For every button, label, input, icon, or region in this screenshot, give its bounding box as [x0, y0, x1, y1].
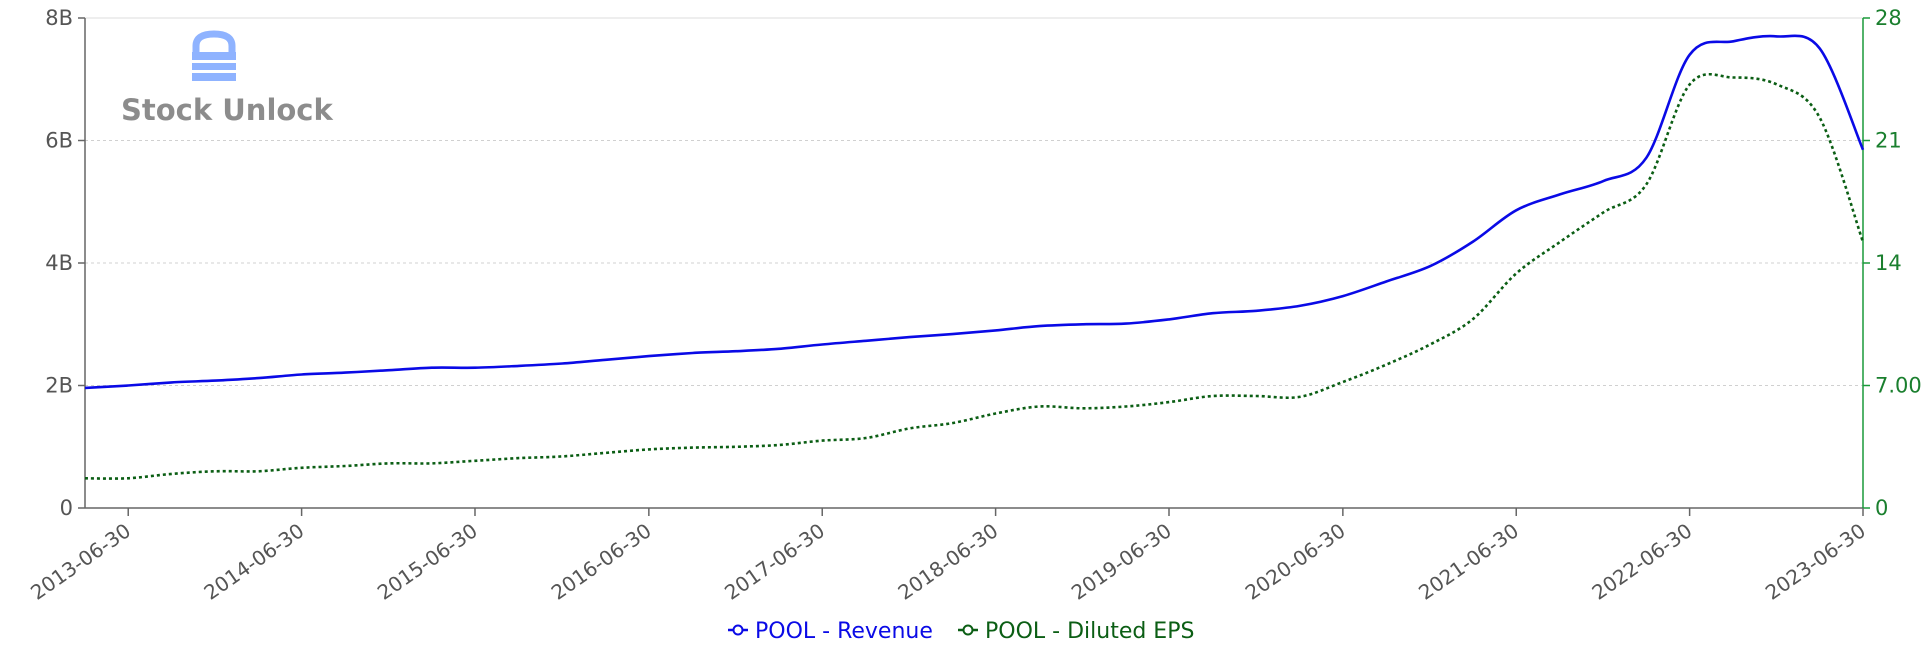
right-tick-label: 21: [1875, 129, 1902, 153]
legend-eps-marker: [962, 624, 974, 636]
x-tick-label: 2018-06-30: [894, 518, 1003, 604]
x-tick-label: 2022-06-30: [1588, 518, 1697, 604]
lock-icon: [192, 30, 236, 81]
right-tick-label: 14: [1875, 251, 1902, 275]
left-tick-label: 6B: [45, 129, 73, 153]
series-line-revenue: [84, 34, 1865, 390]
x-tick-label: 2019-06-30: [1067, 518, 1176, 604]
left-tick-label: 2B: [45, 374, 73, 398]
legend-revenue-label: POOL - Revenue: [755, 619, 933, 644]
x-tick-label: 2013-06-30: [26, 518, 135, 604]
legend-item-eps[interactable]: POOL - Diluted EPS: [958, 619, 1194, 644]
watermark-text: Stock Unlock: [121, 93, 333, 127]
x-tick-label: 2021-06-30: [1414, 518, 1523, 604]
x-tick-label: 2014-06-30: [199, 518, 308, 604]
x-tick-label: 2017-06-30: [720, 518, 829, 604]
left-tick-label: 4B: [45, 251, 73, 275]
left-axis-ticks: 0 2B 4B 6B 8B: [45, 6, 85, 520]
right-axis-ticks: 0 7.00 14 21 28: [1863, 6, 1922, 520]
right-tick-label: 0: [1875, 496, 1888, 520]
left-tick-label: 0: [60, 496, 73, 520]
x-tick-label: 2015-06-30: [373, 518, 482, 604]
legend-item-revenue[interactable]: POOL - Revenue: [728, 619, 933, 644]
right-tick-label: 28: [1875, 6, 1902, 30]
x-tick-label: 2020-06-30: [1241, 518, 1350, 604]
legend-eps-label: POOL - Diluted EPS: [985, 619, 1194, 644]
right-tick-label: 7.00: [1875, 374, 1922, 398]
x-tick-label: 2016-06-30: [547, 518, 656, 604]
x-axis-ticks: 2013-06-30 2014-06-30 2015-06-30 2016-06-30…: [26, 508, 1870, 605]
left-tick-label: 8B: [45, 6, 73, 30]
series: [84, 34, 1865, 480]
watermark: Stock Unlock: [121, 30, 333, 127]
x-tick-label: 2023-06-30: [1761, 518, 1870, 604]
gridlines: [85, 17, 1863, 386]
legend: POOL - Revenue POOL - Diluted EPS: [728, 619, 1194, 644]
series-line-diluted-eps: [84, 73, 1865, 480]
legend-revenue-marker: [732, 624, 744, 636]
